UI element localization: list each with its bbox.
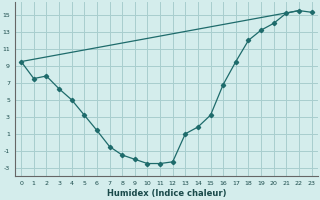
X-axis label: Humidex (Indice chaleur): Humidex (Indice chaleur) (107, 189, 226, 198)
